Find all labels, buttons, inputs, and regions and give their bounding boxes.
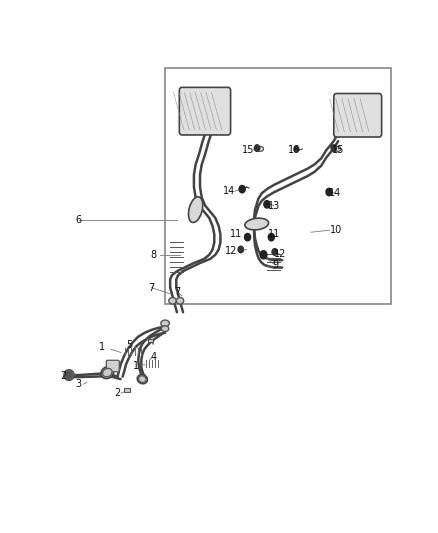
- Ellipse shape: [335, 147, 341, 151]
- Circle shape: [331, 145, 336, 151]
- Ellipse shape: [102, 368, 112, 377]
- Circle shape: [238, 246, 244, 253]
- Text: 14: 14: [328, 188, 341, 198]
- Ellipse shape: [169, 297, 176, 304]
- FancyBboxPatch shape: [179, 87, 230, 135]
- Bar: [148, 339, 152, 342]
- Text: 8: 8: [150, 250, 156, 260]
- Circle shape: [272, 248, 277, 255]
- Ellipse shape: [258, 147, 264, 151]
- Ellipse shape: [161, 320, 170, 327]
- Circle shape: [294, 146, 299, 152]
- Text: 3: 3: [75, 379, 81, 389]
- Text: 14: 14: [223, 186, 236, 196]
- Text: 12: 12: [274, 248, 287, 259]
- FancyBboxPatch shape: [106, 360, 119, 372]
- Circle shape: [260, 251, 267, 259]
- Circle shape: [244, 233, 251, 241]
- Text: 12: 12: [225, 246, 237, 256]
- Circle shape: [254, 145, 260, 151]
- Circle shape: [326, 188, 332, 196]
- Bar: [165, 68, 391, 304]
- Text: 11: 11: [230, 229, 243, 239]
- Ellipse shape: [188, 197, 203, 222]
- Text: 9: 9: [272, 260, 279, 270]
- Text: 4: 4: [150, 352, 156, 362]
- Text: 16: 16: [288, 145, 300, 155]
- Text: 2: 2: [60, 371, 67, 381]
- FancyBboxPatch shape: [334, 93, 381, 137]
- Text: 7: 7: [148, 282, 155, 293]
- Text: 5: 5: [126, 340, 133, 350]
- Text: 1: 1: [99, 342, 105, 352]
- Bar: [124, 388, 130, 392]
- Text: 7: 7: [174, 287, 180, 297]
- Text: 13: 13: [268, 200, 280, 211]
- Text: 10: 10: [330, 225, 343, 235]
- Circle shape: [264, 200, 270, 208]
- Text: 11: 11: [268, 229, 280, 239]
- Ellipse shape: [176, 297, 184, 304]
- Text: 1: 1: [133, 361, 139, 370]
- Ellipse shape: [245, 218, 268, 230]
- Ellipse shape: [138, 376, 146, 383]
- Ellipse shape: [161, 326, 169, 332]
- Ellipse shape: [101, 367, 114, 378]
- Circle shape: [66, 371, 72, 379]
- Text: 2: 2: [114, 388, 121, 398]
- Text: 15: 15: [332, 145, 344, 155]
- Text: 6: 6: [75, 215, 81, 225]
- Circle shape: [268, 233, 274, 241]
- Ellipse shape: [137, 375, 147, 384]
- Text: 15: 15: [242, 145, 254, 155]
- Circle shape: [239, 185, 245, 193]
